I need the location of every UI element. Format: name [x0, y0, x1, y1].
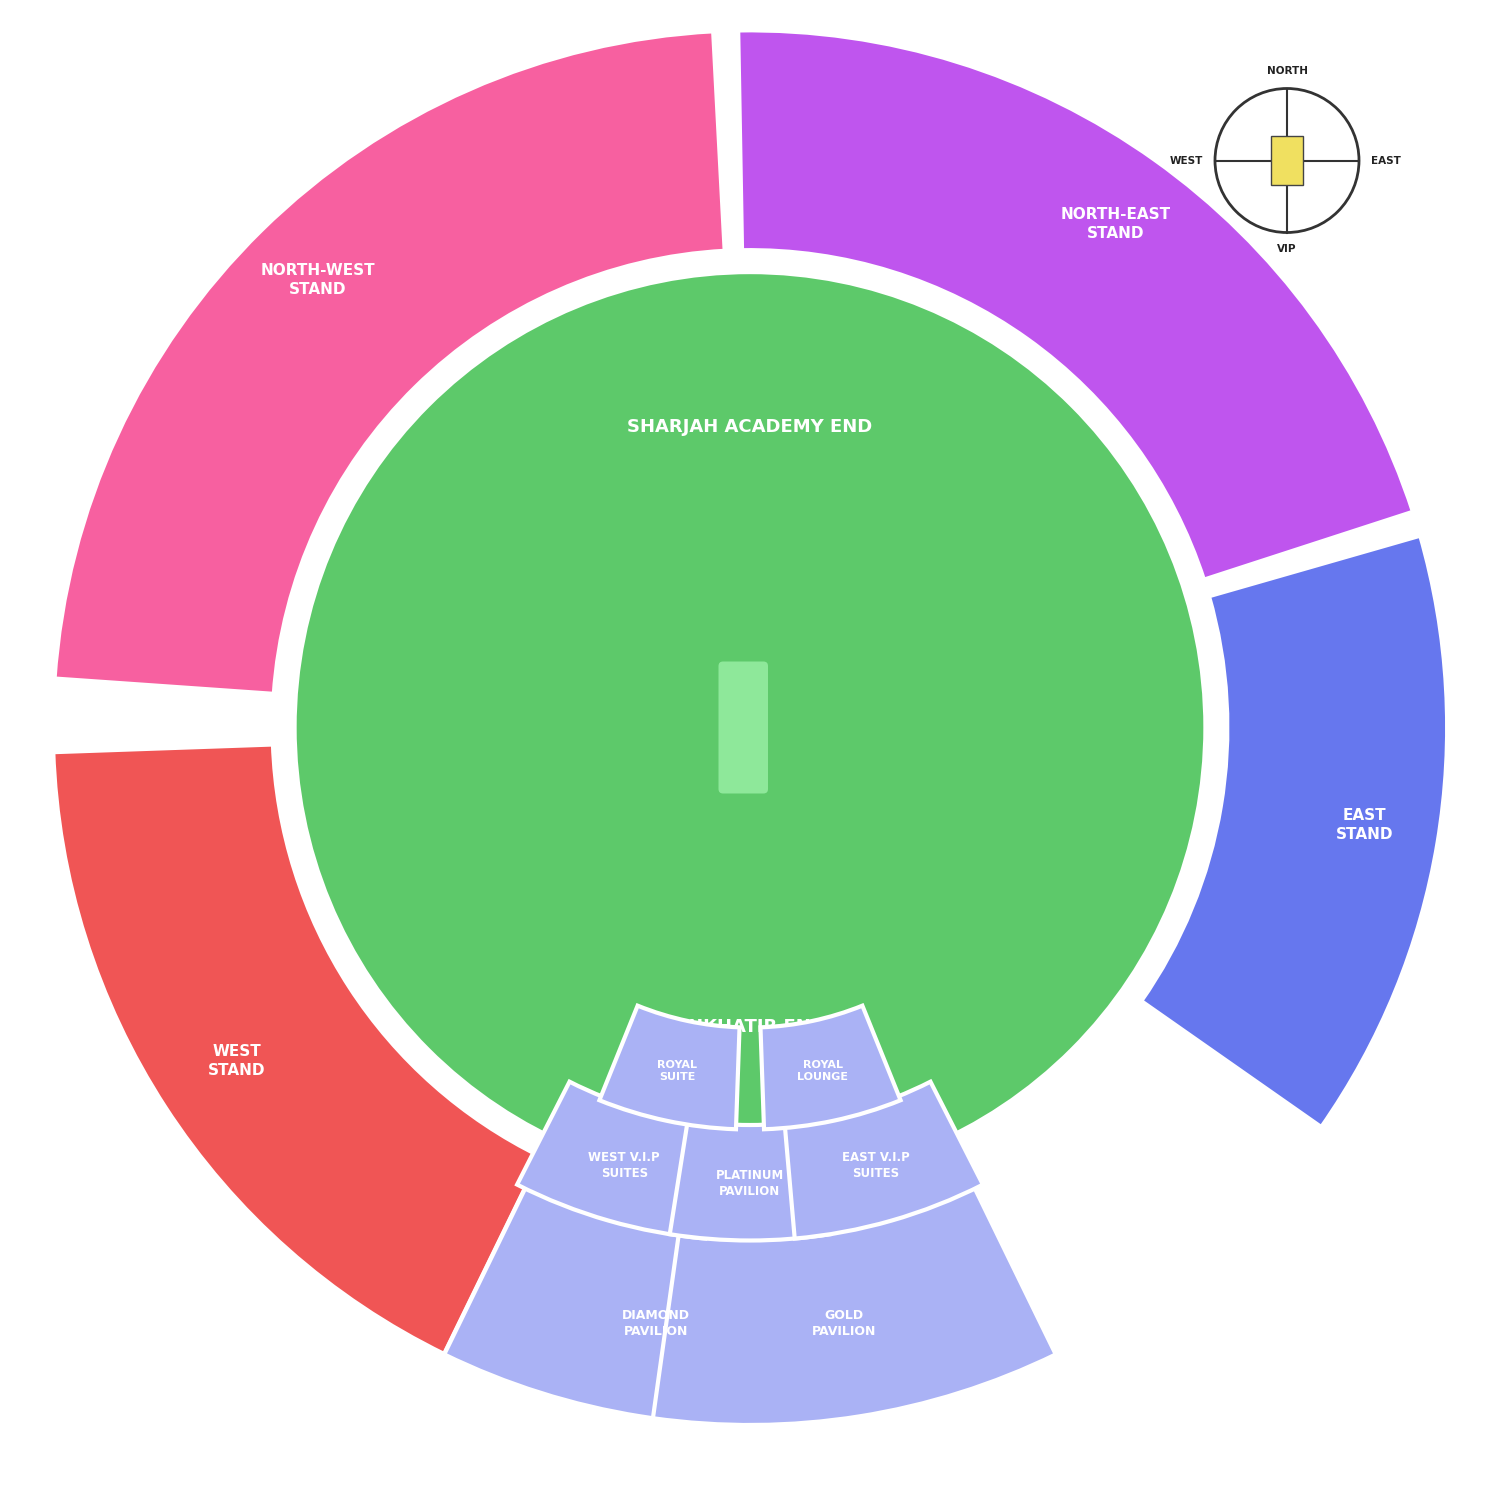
- FancyBboxPatch shape: [718, 662, 768, 794]
- Text: WEST V.I.P
SUITES: WEST V.I.P SUITES: [588, 1152, 660, 1180]
- Wedge shape: [760, 1005, 900, 1130]
- Text: EAST: EAST: [1371, 156, 1401, 165]
- FancyBboxPatch shape: [1270, 136, 1304, 184]
- Text: WEST
STAND: WEST STAND: [209, 1044, 266, 1077]
- Text: SHARJAH ACADEMY END: SHARJAH ACADEMY END: [627, 419, 873, 436]
- Text: NORTH: NORTH: [1266, 66, 1308, 76]
- Circle shape: [292, 270, 1208, 1185]
- Text: DIAMOND
PAVILION: DIAMOND PAVILION: [621, 1308, 690, 1338]
- Circle shape: [1215, 88, 1359, 232]
- Text: EAST V.I.P
SUITES: EAST V.I.P SUITES: [842, 1152, 909, 1180]
- Wedge shape: [600, 1005, 740, 1130]
- Text: ROYAL
LOUNGE: ROYAL LOUNGE: [798, 1059, 849, 1082]
- Text: NORTH-WEST
STAND: NORTH-WEST STAND: [261, 262, 375, 297]
- Text: EAST
STAND: EAST STAND: [1336, 808, 1394, 842]
- Text: WEST: WEST: [1170, 156, 1203, 165]
- Text: ROYAL
SUITE: ROYAL SUITE: [657, 1059, 698, 1082]
- Text: BUKHATIR END: BUKHATIR END: [675, 1019, 825, 1036]
- Wedge shape: [54, 32, 724, 694]
- Wedge shape: [669, 1120, 831, 1240]
- Wedge shape: [784, 1082, 982, 1239]
- Text: PLATINUM
PAVILION: PLATINUM PAVILION: [716, 1168, 784, 1198]
- Wedge shape: [444, 1184, 848, 1425]
- Text: VIP: VIP: [1276, 244, 1296, 255]
- Wedge shape: [738, 30, 1413, 580]
- Wedge shape: [518, 1082, 716, 1239]
- Wedge shape: [652, 1184, 1056, 1425]
- Text: GOLD
PAVILION: GOLD PAVILION: [812, 1308, 876, 1338]
- Wedge shape: [1140, 536, 1448, 1128]
- Wedge shape: [53, 744, 542, 1354]
- Text: NORTH-EAST
STAND: NORTH-EAST STAND: [1060, 207, 1172, 240]
